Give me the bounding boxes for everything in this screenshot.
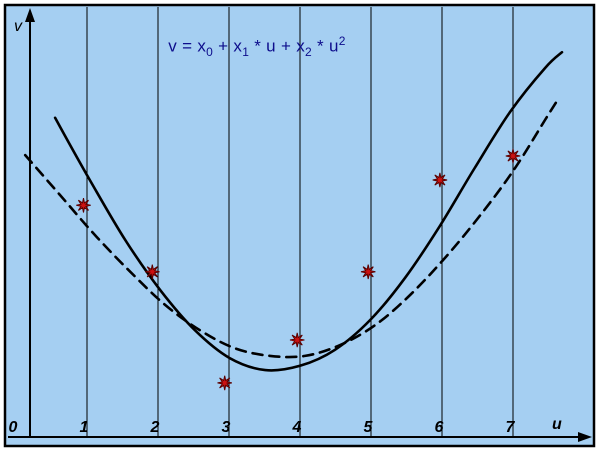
data-point-star-icon (432, 172, 448, 188)
data-point-star-icon (144, 264, 160, 280)
formula-segment: * u (312, 36, 339, 56)
y-axis-label: v (14, 18, 22, 35)
x-tick-label-7: 7 (506, 419, 516, 436)
data-point-star-icon (289, 332, 305, 348)
x-tick-label-3: 3 (222, 419, 231, 436)
y-axis-arrow-icon (25, 8, 35, 22)
x-tick-label-0: 0 (9, 419, 18, 436)
data-point-star-icon (505, 148, 521, 164)
x-tick-label-2: 2 (150, 419, 160, 436)
formula-segment: 2 (305, 45, 312, 60)
data-point-star-icon (360, 264, 376, 280)
formula-segment: 1 (242, 45, 250, 60)
x-tick-label-1: 1 (80, 419, 89, 436)
data-point-star-icon (76, 197, 91, 213)
formula-segment: 2 (338, 34, 346, 48)
formula-title: v = x0 + x1 * u + x2 * u2 (92, 34, 422, 59)
x-tick-label-4: 4 (292, 419, 302, 436)
formula-segment: 0 (206, 45, 214, 60)
x-axis-arrow-icon (578, 432, 592, 442)
data-point-star-icon (217, 375, 233, 391)
formula-segment: + x (213, 36, 243, 56)
curve-fit-dashed (23, 98, 559, 359)
x-tick-label-5: 5 (364, 419, 374, 436)
formula-segment: v = x (168, 36, 207, 56)
x-axis-label: u (552, 416, 562, 433)
formula-segment: * u + x (249, 36, 306, 56)
x-tick-label-6: 6 (435, 419, 444, 436)
curve-fit-solid (53, 50, 564, 372)
